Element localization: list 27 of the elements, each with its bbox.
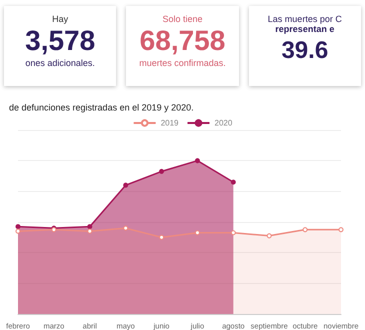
text: 39.6: [280, 36, 330, 66]
text: ones adicionales.: [24, 58, 96, 68]
point: [87, 224, 92, 230]
point: [159, 234, 164, 240]
point: [230, 230, 236, 236]
point: [87, 228, 92, 234]
text: Hay: [51, 14, 70, 24]
point: [16, 228, 20, 234]
text: muertes confirmadas.: [138, 58, 227, 68]
point: [123, 226, 128, 231]
point: [123, 182, 128, 188]
legend-label: 2020: [214, 118, 233, 128]
text: 68,758: [138, 24, 226, 58]
point: [194, 158, 200, 164]
point: [159, 168, 164, 174]
point: [266, 233, 272, 238]
text: Solo tiene: [161, 14, 204, 24]
point: [230, 180, 236, 185]
point: [194, 230, 200, 236]
chart-title: de defunciones registradas en el 2019 y 2020.: [9, 102, 194, 112]
text: 3,578: [24, 24, 96, 58]
point: [16, 224, 20, 230]
point: [302, 227, 308, 232]
text: representan e: [274, 24, 336, 34]
point: [338, 227, 344, 232]
text: Las muertes por C: [266, 14, 343, 24]
legend-label: 2019: [160, 118, 180, 128]
